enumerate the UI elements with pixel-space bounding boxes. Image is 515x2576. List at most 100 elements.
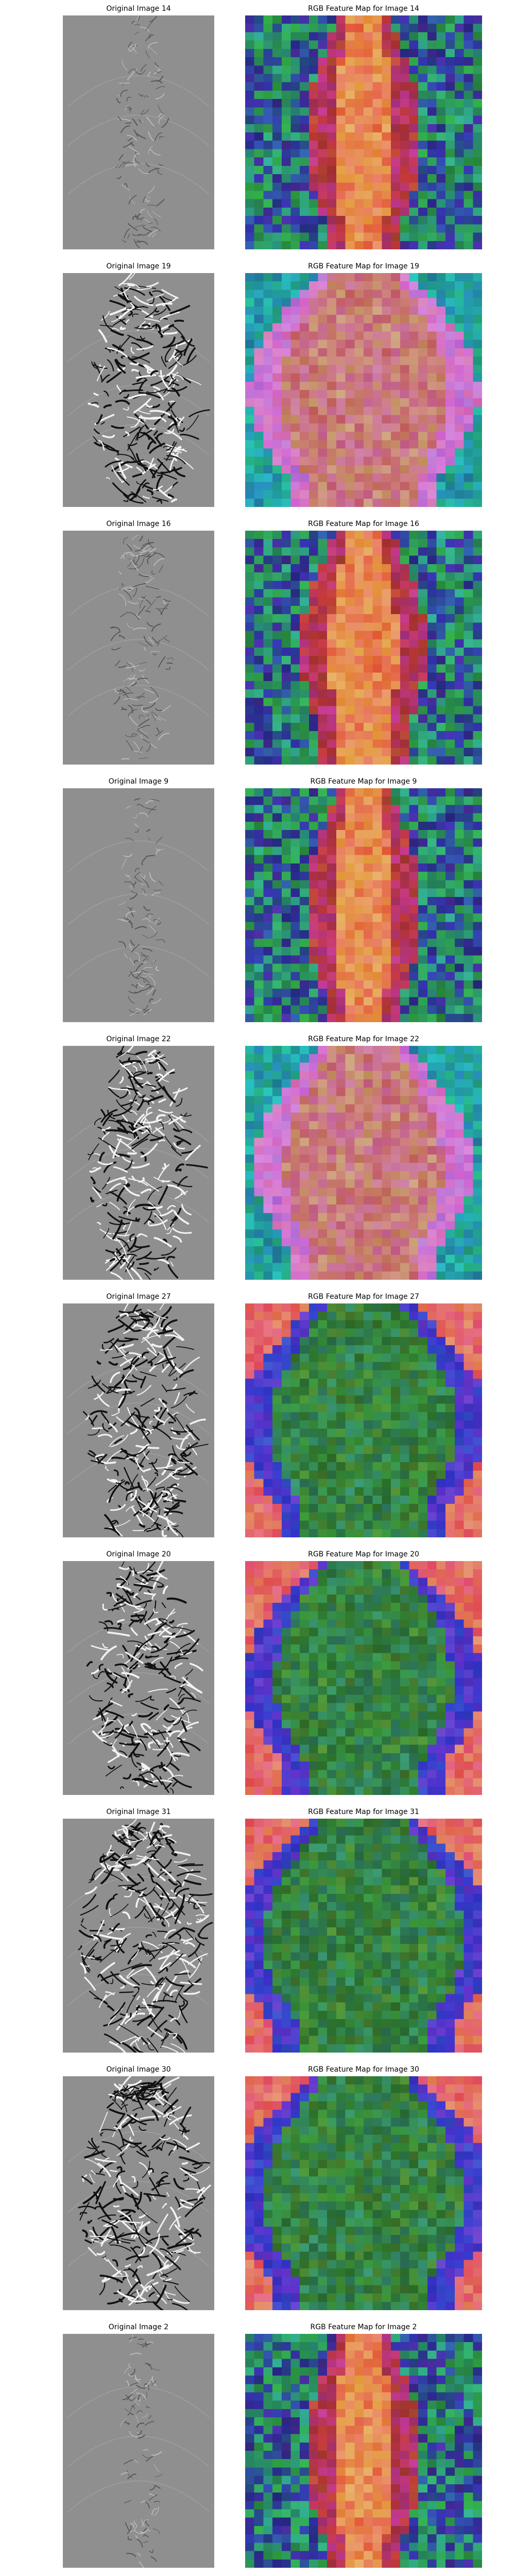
feature-cell: [254, 482, 264, 491]
feature-cell: [254, 922, 264, 931]
feature-cell: [336, 456, 346, 466]
feature-cell: [327, 672, 337, 682]
plume-streak: [168, 324, 175, 328]
feature-cell: [245, 896, 255, 906]
feature-cell: [336, 298, 346, 307]
feature-cell: [336, 323, 346, 332]
feature-cell: [281, 90, 291, 99]
feature-cell: [245, 846, 255, 856]
feature-cell: [354, 315, 364, 324]
plume-streak: [142, 975, 149, 977]
feature-cell: [245, 365, 255, 374]
feature-cell: [245, 698, 255, 707]
feature-cell: [391, 290, 401, 299]
feature-cell: [263, 622, 273, 632]
plume-streak: [134, 554, 140, 565]
feature-cell: [427, 672, 437, 682]
feature-cell: [400, 1013, 410, 1022]
feature-cell: [464, 124, 473, 133]
feature-cell: [263, 281, 273, 291]
feature-cell: [436, 989, 446, 997]
feature-cell: [364, 555, 373, 565]
feature-cell: [409, 182, 419, 192]
feature-cell: [308, 1138, 319, 1147]
feature-cell: [281, 1129, 291, 1138]
feature-cell: [445, 731, 455, 740]
feature-cell: [272, 48, 282, 58]
feature-cell: [454, 698, 465, 707]
feature-cell: [281, 714, 291, 723]
feature-cell: [382, 149, 391, 158]
feature-cell: [400, 597, 410, 606]
feature-cell: [372, 589, 382, 598]
feature-cell: [418, 115, 428, 125]
feature-cell: [345, 24, 355, 33]
feature-cell: [464, 539, 473, 548]
plume-streak: [149, 872, 156, 882]
feature-cell: [354, 24, 364, 33]
feature-cell: [409, 57, 419, 66]
feature-cell: [473, 589, 482, 598]
plume-streak: [109, 1222, 130, 1225]
plume-streak: [126, 107, 131, 113]
plume-streak: [128, 1178, 148, 1187]
feature-cell: [445, 830, 455, 839]
feature-cell: [454, 614, 465, 623]
feature-cell: [308, 1046, 319, 1055]
feature-cell: [427, 748, 437, 757]
feature-cell: [436, 1263, 446, 1272]
feature-cell: [464, 813, 473, 822]
feature-cell: [473, 1071, 482, 1080]
feature-cell: [345, 656, 355, 665]
feature-cell: [454, 1104, 465, 1113]
feature-cell: [300, 1238, 310, 1247]
original-image-title: Original Image 16: [106, 520, 171, 528]
feature-cell: [473, 15, 482, 24]
feature-cell: [308, 972, 319, 981]
feature-cell: [418, 207, 428, 216]
feature-cell: [372, 1046, 382, 1055]
feature-cell: [464, 1046, 473, 1055]
feature-cell: [464, 415, 473, 424]
feature-cell: [327, 406, 337, 416]
feature-cell: [318, 880, 328, 889]
feature-cell: [436, 539, 446, 548]
feature-cell: [382, 805, 391, 814]
feature-cell: [418, 281, 428, 291]
feature-cell: [418, 605, 428, 615]
plume-streak: [124, 228, 130, 239]
plume-streak: [134, 1204, 156, 1208]
plume-streak: [127, 443, 138, 446]
feature-cell: [308, 1263, 319, 1272]
feature-cell: [454, 365, 465, 374]
feature-cell: [327, 972, 337, 981]
feature-cell: [473, 722, 482, 732]
plume-streak: [147, 1361, 153, 1366]
feature-cell: [272, 423, 282, 432]
feature-cell: [345, 731, 355, 740]
feature-cell: [427, 788, 437, 797]
feature-cell: [263, 1229, 273, 1239]
feature-cell: [254, 74, 264, 83]
plume-streak: [126, 740, 133, 751]
feature-cell: [327, 788, 337, 797]
feature-cell: [300, 1246, 310, 1255]
plume-streak: [134, 326, 140, 329]
feature-cell: [436, 373, 446, 382]
plume-streak: [117, 367, 126, 371]
feature-cell: [382, 390, 391, 399]
plume-streak: [151, 892, 161, 896]
plume-streak: [131, 1163, 150, 1169]
feature-cell: [263, 547, 273, 556]
feature-cell: [245, 589, 255, 598]
feature-cell: [318, 689, 328, 698]
feature-cell: [454, 531, 465, 539]
feature-map-plot: [245, 15, 482, 249]
feature-cell: [364, 980, 373, 989]
feature-cell: [300, 605, 310, 615]
feature-cell: [308, 581, 319, 590]
feature-cell: [436, 1013, 446, 1022]
feature-cell: [400, 1271, 410, 1280]
plume-streak: [142, 878, 149, 888]
feature-cell: [400, 331, 410, 341]
